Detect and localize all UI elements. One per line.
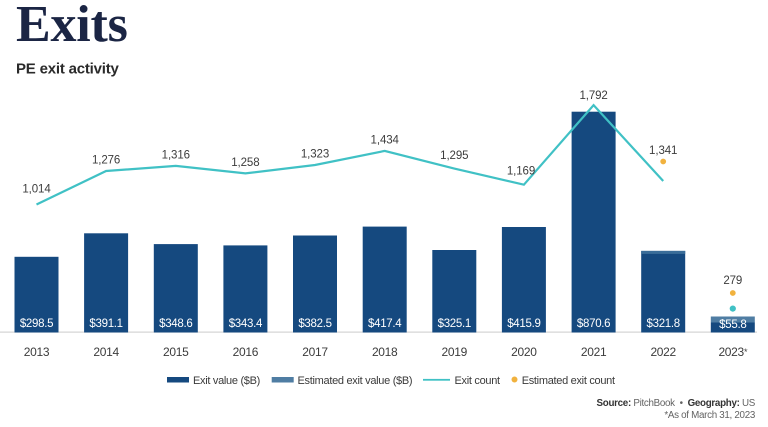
svg-text:1,258: 1,258 [231,157,259,169]
svg-text:1,792: 1,792 [579,90,607,102]
svg-text:$325.1: $325.1 [438,318,471,330]
svg-text:1,295: 1,295 [440,150,468,162]
svg-text:1,316: 1,316 [162,150,190,162]
svg-text:1,169: 1,169 [507,166,535,178]
svg-text:$391.1: $391.1 [89,318,122,330]
svg-text:2023*: 2023* [718,345,748,359]
svg-text:Exit value ($B): Exit value ($B) [193,375,260,387]
svg-text:1,276: 1,276 [92,155,120,167]
svg-text:$870.6: $870.6 [577,318,610,330]
svg-text:$348.6: $348.6 [159,318,192,330]
svg-text:Exits: Exits [16,0,128,53]
svg-text:Source: PitchBook • Geograph: Source: PitchBook • Geography: US [597,398,756,409]
svg-text:Exit count: Exit count [455,375,501,387]
svg-text:$321.8: $321.8 [647,318,680,330]
svg-text:1,323: 1,323 [301,149,329,161]
svg-text:2021: 2021 [581,345,607,359]
svg-text:2018: 2018 [372,345,398,359]
svg-text:Estimated exit value ($B): Estimated exit value ($B) [298,375,413,387]
svg-text:*As of March 31, 2023: *As of March 31, 2023 [664,410,755,421]
svg-text:2015: 2015 [163,345,189,359]
svg-text:PE exit activity: PE exit activity [16,61,120,78]
svg-text:2017: 2017 [302,345,328,359]
svg-text:1,341: 1,341 [649,145,677,157]
svg-text:2020: 2020 [511,345,537,359]
svg-text:2016: 2016 [233,345,259,359]
svg-text:279: 279 [723,275,742,287]
svg-text:2013: 2013 [24,345,50,359]
svg-text:Estimated exit count: Estimated exit count [522,375,615,387]
svg-text:$298.5: $298.5 [20,318,53,330]
svg-text:2014: 2014 [93,345,119,359]
svg-text:$343.4: $343.4 [229,318,263,330]
svg-text:2022: 2022 [650,345,676,359]
svg-text:1,014: 1,014 [22,184,51,196]
svg-text:2019: 2019 [442,345,468,359]
svg-text:$382.5: $382.5 [298,318,331,330]
svg-text:$55.8: $55.8 [719,319,746,331]
svg-text:$417.4: $417.4 [368,318,402,330]
svg-text:$415.9: $415.9 [507,318,540,330]
svg-text:1,434: 1,434 [371,135,400,147]
